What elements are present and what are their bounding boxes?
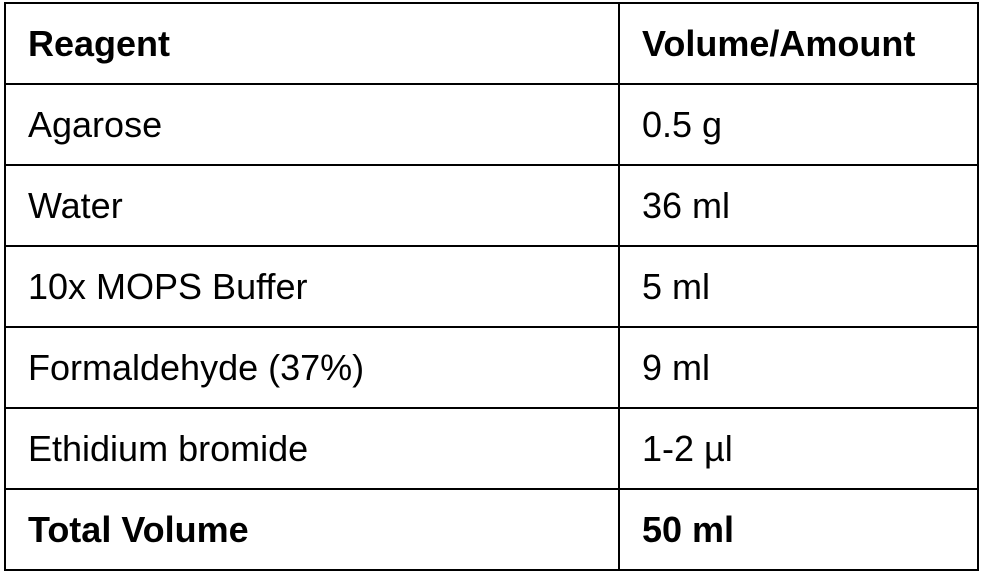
table-row: Ethidium bromide 1-2 µl bbox=[4, 407, 979, 490]
header-cell: Reagent bbox=[4, 2, 620, 85]
table-row: Formaldehyde (37%) 9 ml bbox=[4, 326, 979, 409]
cell: 50 ml bbox=[618, 488, 979, 571]
table-row: Water 36 ml bbox=[4, 164, 979, 247]
cell: 36 ml bbox=[618, 164, 979, 247]
cell: 9 ml bbox=[618, 326, 979, 409]
cell: 0.5 g bbox=[618, 83, 979, 166]
cell: 1-2 µl bbox=[618, 407, 979, 490]
cell: 10x MOPS Buffer bbox=[4, 245, 620, 328]
reagent-table: Reagent Volume/Amount Agarose 0.5 g Water 3… bbox=[4, 2, 979, 571]
cell: Water bbox=[4, 164, 620, 247]
table-body: Reagent Volume/Amount Agarose 0.5 g Water 3… bbox=[4, 2, 979, 571]
cell: Total Volume bbox=[4, 488, 620, 571]
cell: Agarose bbox=[4, 83, 620, 166]
table-row: Agarose 0.5 g bbox=[4, 83, 979, 166]
total-row: Total Volume 50 ml bbox=[4, 488, 979, 571]
cell: 5 ml bbox=[618, 245, 979, 328]
header-row: Reagent Volume/Amount bbox=[4, 2, 979, 85]
table-row: 10x MOPS Buffer 5 ml bbox=[4, 245, 979, 328]
cell: Ethidium bromide bbox=[4, 407, 620, 490]
cell: Formaldehyde (37%) bbox=[4, 326, 620, 409]
header-cell: Volume/Amount bbox=[618, 2, 979, 85]
